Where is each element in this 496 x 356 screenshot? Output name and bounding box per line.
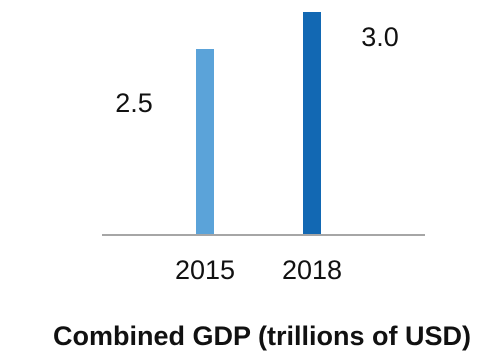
- value-labels-group: 2.5 3.0: [115, 22, 399, 118]
- tick-label-2015: 2015: [175, 255, 235, 285]
- bar-2015: [196, 49, 214, 234]
- tick-labels-group: 2015 2018: [175, 255, 342, 285]
- tick-label-2018: 2018: [282, 255, 342, 285]
- value-label-2018: 3.0: [361, 22, 399, 52]
- chart-title: Combined GDP (trillions of USD): [53, 321, 471, 351]
- bar-2018: [303, 12, 321, 234]
- bars-group: [196, 12, 321, 234]
- value-label-2015: 2.5: [115, 88, 153, 118]
